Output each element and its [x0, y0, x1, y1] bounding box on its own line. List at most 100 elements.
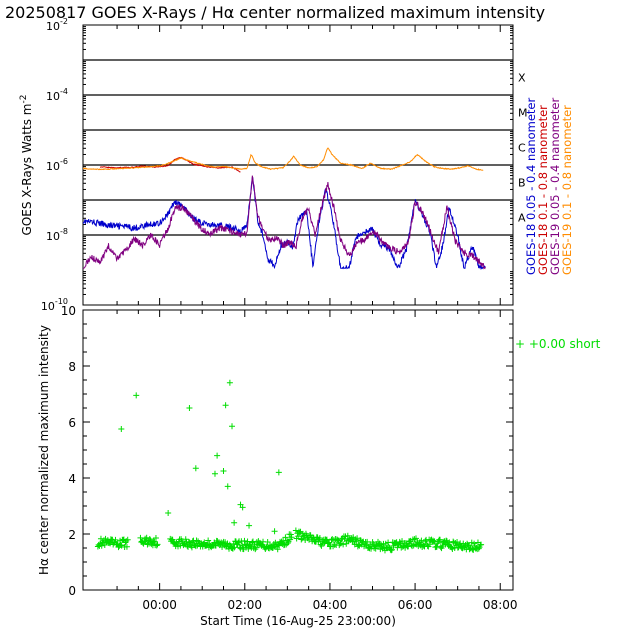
baseline-marker [182, 536, 189, 543]
baseline-marker [316, 535, 323, 542]
baseline-marker [241, 537, 248, 544]
baseline-marker [235, 539, 242, 546]
y-tick-label: 10-4 [46, 87, 68, 103]
baseline-marker [154, 541, 161, 548]
baseline-marker [310, 534, 317, 541]
y-tick-label: 10-8 [46, 227, 68, 243]
baseline-marker [364, 538, 371, 545]
baseline-marker [354, 535, 361, 542]
y-tick-label: 10-2 [46, 17, 68, 33]
outlier-marker [211, 470, 218, 477]
x-axis-label: Start Time (16-Aug-25 23:00:00) [200, 614, 396, 628]
baseline-marker [325, 540, 332, 547]
top-y-axis-label: GOES X-Rays Watts m-2 [19, 95, 34, 236]
legend-entry-4: GOES-19 0.1 - 0.8 nanometer [560, 105, 574, 275]
baseline-marker [412, 535, 419, 542]
y-tick-label: 2 [68, 528, 76, 542]
legend-entry-3: GOES-19 0.05 - 0.4 nanometer [548, 98, 562, 276]
outlier-marker [118, 426, 125, 432]
baseline-marker [201, 539, 208, 546]
baseline-marker [123, 543, 130, 550]
baseline-marker [107, 540, 114, 547]
outlier-marker [231, 519, 238, 526]
baseline-marker [189, 538, 196, 545]
baseline-marker [137, 534, 144, 541]
baseline-marker [231, 544, 238, 551]
y-tick-label: 10-6 [46, 157, 68, 173]
baseline-marker [205, 537, 212, 544]
baseline-marker [186, 539, 193, 546]
bottom-y-axis-label: Hα center normalized maximum intensity [37, 325, 51, 575]
baseline-marker [344, 532, 351, 539]
baseline-marker [355, 542, 362, 549]
outlier-marker [220, 468, 227, 474]
outlier-marker [192, 465, 199, 472]
outlier-marker [229, 423, 236, 430]
legend-entry-1: GOES-18 0.05 - 0.4 nanometer [524, 98, 538, 276]
outlier-marker [165, 510, 172, 516]
baseline-marker [112, 536, 119, 543]
x-tick-label: 08:00 [483, 598, 518, 612]
baseline-marker [274, 546, 281, 553]
baseline-marker [439, 542, 446, 549]
scatter-legend: + +0.00 short [515, 337, 601, 351]
baseline-marker [153, 542, 160, 549]
series-line-3 [83, 175, 486, 270]
chart-title: 20250817 GOES X-Rays / Hα center normali… [5, 3, 545, 22]
baseline-marker [287, 531, 294, 538]
outlier-marker [214, 452, 221, 459]
baseline-marker [152, 534, 159, 541]
baseline-marker [478, 541, 485, 548]
flare-class-label: B [518, 177, 526, 190]
halpha-intensity-panel: 0 2 4 6 8 10 00:00 02:00 04:00 06:00 08:00 Start Ti… [37, 304, 601, 628]
outlier-marker [226, 379, 233, 386]
legend-entry-2: GOES-18 0.1 - 0.8 nanometer [536, 105, 550, 275]
baseline-marker [117, 541, 124, 548]
outlier-marker [271, 528, 278, 535]
baseline-marker [340, 541, 347, 548]
baseline-marker [418, 537, 425, 544]
baseline-marker [406, 538, 413, 545]
baseline-marker [118, 542, 125, 549]
series-line-2 [99, 156, 241, 173]
y-tick-label: 0 [68, 584, 76, 598]
baseline-marker [247, 543, 254, 550]
outlier-marker [239, 504, 246, 511]
y-tick-label: 6 [68, 416, 76, 430]
series-line-1 [83, 177, 486, 271]
flare-class-label: C [518, 142, 526, 155]
baseline-marker [295, 533, 302, 540]
baseline-marker [296, 529, 303, 536]
outlier-marker [133, 392, 140, 399]
baseline-marker [284, 540, 291, 547]
baseline-marker [124, 536, 131, 543]
baseline-marker [388, 546, 395, 553]
outlier-marker [186, 405, 193, 411]
x-tick-label: 06:00 [398, 598, 433, 612]
x-tick-label: 04:00 [313, 598, 348, 612]
baseline-marker [169, 536, 176, 543]
x-tick-label: 02:00 [227, 598, 262, 612]
baseline-marker [226, 541, 233, 548]
flare-class-label: X [518, 72, 526, 85]
baseline-marker [282, 534, 289, 541]
flare-class-label: M [518, 107, 528, 120]
outlier-marker [275, 469, 282, 476]
x-tick-label: 00:00 [142, 598, 177, 612]
flare-class-label: A [518, 212, 526, 225]
y-tick-label: 4 [68, 472, 76, 486]
baseline-marker [288, 534, 295, 541]
baseline-marker [151, 538, 158, 545]
baseline-marker [343, 540, 350, 547]
outlier-marker [246, 522, 253, 529]
baseline-marker [264, 538, 271, 545]
baseline-marker [433, 543, 440, 550]
baseline-marker [443, 537, 450, 544]
outlier-marker [224, 483, 231, 490]
baseline-marker [437, 536, 443, 543]
y-tick-label: 8 [68, 360, 76, 374]
baseline-marker [353, 538, 360, 545]
outlier-marker [222, 402, 229, 409]
